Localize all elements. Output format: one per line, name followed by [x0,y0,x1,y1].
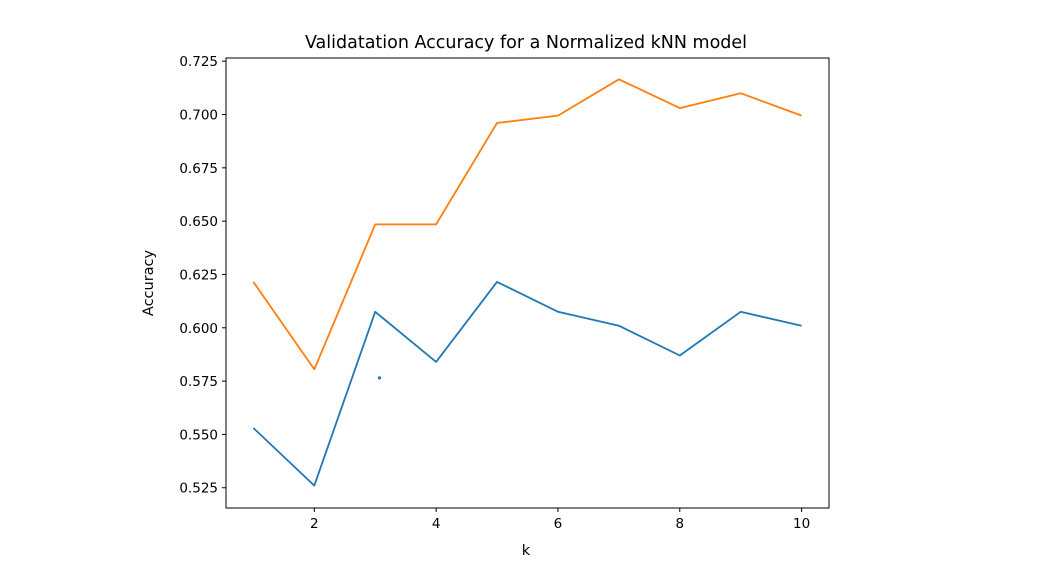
series-line-2 [252,78,802,371]
y-tick-label: 0.725 [179,54,218,70]
y-tick-label: 0.625 [179,267,218,283]
tick-layer: 2 4 6 8 10 0.525 0.550 0.575 0.600 0.625 0.650 0.67… [179,54,810,532]
stray-point [377,376,382,380]
y-tick-label: 0.700 [179,108,218,124]
chart-title: Validatation Accuracy for a Normalized k… [305,33,747,53]
y-tick-label: 0.675 [179,161,218,177]
y-tick-label: 0.550 [179,427,218,443]
y-tick-label: 0.525 [179,481,218,497]
y-tick-label: 0.575 [179,374,218,390]
plot-frame [225,57,830,509]
y-tick-label: 0.650 [179,214,218,230]
x-tick-label: 2 [310,516,319,532]
x-tick-label: 6 [554,516,563,532]
x-tick-label: 8 [675,516,684,532]
x-tick-label: 10 [793,516,810,532]
x-tick-label: 4 [432,516,441,532]
series-line-1 [252,280,802,487]
y-axis-label: Accuracy [141,249,157,316]
x-axis-label: k [522,543,531,559]
y-tick-label: 0.600 [179,321,218,337]
series-layer [252,78,802,487]
